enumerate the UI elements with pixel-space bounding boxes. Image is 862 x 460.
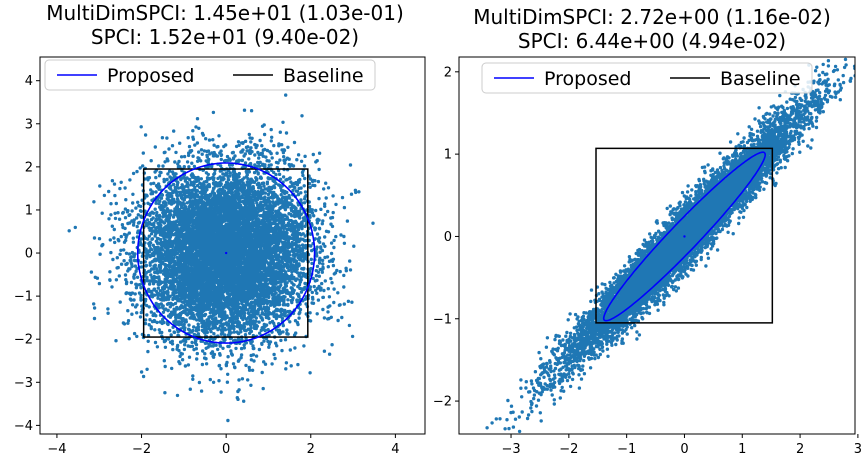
- y-tick-label: 0: [25, 247, 33, 262]
- left-legend: Proposed Baseline: [44, 59, 376, 91]
- y-tick-label: 1: [444, 148, 452, 163]
- x-tick-label: −4: [47, 442, 66, 457]
- right-overlay: [595, 147, 774, 324]
- left-chart-title: MultiDimSPCI: 1.45e+01 (1.03e-01): [46, 1, 404, 25]
- right-legend-box: [481, 62, 813, 94]
- y-tick-label: 4: [25, 74, 33, 89]
- x-tick-label: 2: [796, 442, 804, 457]
- y-tick-label: 0: [444, 230, 452, 245]
- y-tick-label: −1: [14, 290, 33, 305]
- y-tick-label: 3: [25, 117, 33, 132]
- y-tick-label: 2: [25, 160, 33, 175]
- left-legend-label-baseline: Baseline: [283, 65, 364, 87]
- left-scatter-points: [67, 93, 375, 423]
- left-chart-subtitle: SPCI: 1.52e+01 (9.40e-02): [91, 25, 359, 49]
- y-tick-label: 1: [25, 203, 33, 218]
- y-tick-label: −2: [14, 333, 33, 348]
- right-legend-label-proposed: Proposed: [544, 68, 631, 90]
- y-tick-label: −4: [14, 419, 33, 434]
- x-tick-label: −1: [617, 442, 636, 457]
- x-tick-label: −3: [501, 442, 520, 457]
- y-tick-label: 2: [444, 65, 452, 80]
- baseline-box: [142, 168, 309, 338]
- left-axis-ticks: −4 −2 0 2 4 −4 −3 −2 −1 0 1 2 3 4: [14, 74, 400, 457]
- right-plot-frame: [458, 56, 856, 435]
- center-point: [224, 251, 228, 255]
- x-tick-label: −2: [559, 442, 578, 457]
- x-tick-label: 0: [680, 442, 688, 457]
- proposed-ellipse: [136, 162, 316, 344]
- left-legend-label-proposed: Proposed: [107, 65, 194, 87]
- x-tick-label: 4: [391, 442, 399, 457]
- right-chart-title: MultiDimSPCI: 2.72e+00 (1.16e-02): [473, 5, 831, 29]
- y-tick-label: −1: [433, 312, 452, 327]
- x-tick-label: 2: [307, 442, 315, 457]
- proposed-ellipse: [602, 151, 766, 322]
- center-point: [683, 235, 686, 238]
- left-legend-box: [44, 59, 376, 91]
- y-tick-label: −3: [14, 376, 33, 391]
- right-legend-label-baseline: Baseline: [720, 68, 801, 90]
- left-overlay: [136, 162, 316, 344]
- baseline-box: [595, 147, 774, 324]
- x-tick-label: −2: [132, 442, 151, 457]
- right-axis-ticks: −3 −2 −1 0 1 2 3 −2 −1 0 1 2: [433, 65, 862, 457]
- left-panel: MultiDimSPCI: 1.45e+01 (1.03e-01) SPCI: …: [14, 1, 426, 457]
- right-panel: MultiDimSPCI: 2.72e+00 (1.16e-02) SPCI: …: [433, 5, 862, 457]
- x-tick-label: 3: [854, 442, 862, 457]
- right-legend: Proposed Baseline: [481, 62, 813, 94]
- right-chart-subtitle: SPCI: 6.44e+00 (4.94e-02): [518, 29, 786, 53]
- scatter-points-path: [67, 93, 375, 423]
- x-tick-label: 0: [222, 442, 230, 457]
- left-plot-frame: [39, 56, 426, 435]
- y-tick-label: −2: [433, 395, 452, 410]
- x-tick-label: 1: [738, 442, 746, 457]
